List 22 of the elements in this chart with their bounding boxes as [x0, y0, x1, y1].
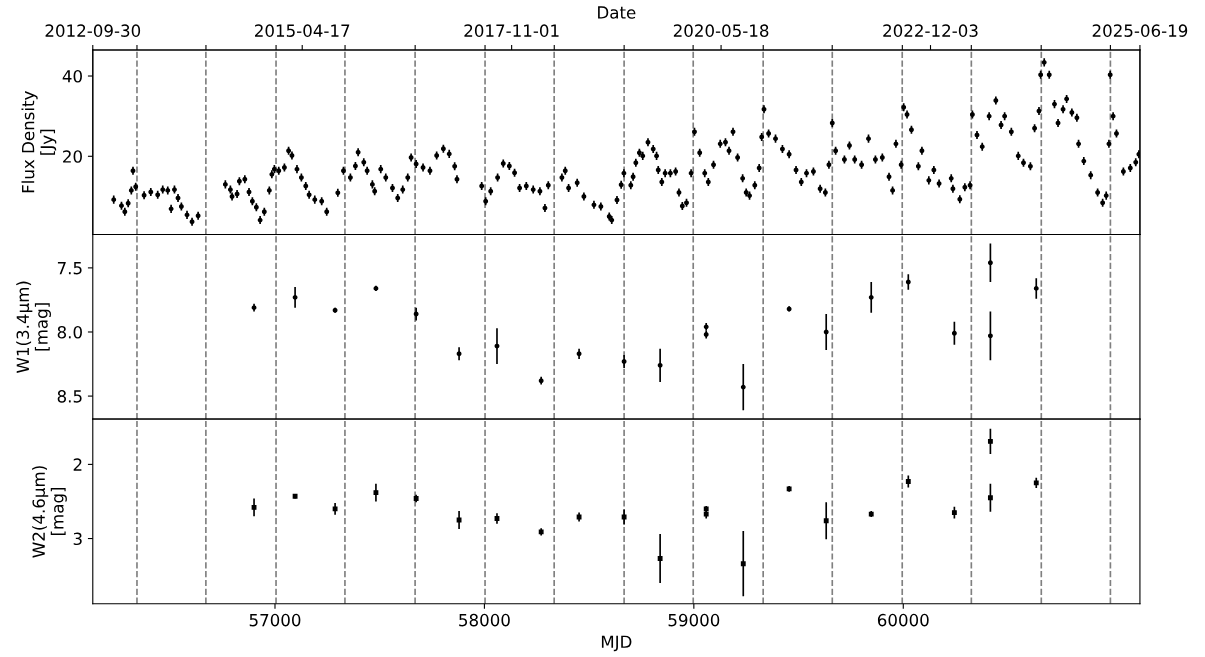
- y-axis-title: W2(4.6μm) [mag]: [32, 466, 67, 558]
- y-tick-label: 3: [73, 532, 82, 546]
- y-axis-title: Flux Density [Jy]: [21, 91, 57, 193]
- x-tick-label: 60000: [877, 613, 929, 627]
- x-axis-title: MJD: [601, 635, 632, 652]
- x2-tick-label: 2015-04-17: [255, 24, 350, 37]
- y-tick-label: 7.5: [57, 262, 82, 275]
- x2-tick-label: 2012-09-30: [45, 24, 141, 37]
- x2-tick-label: 2020-05-18: [673, 24, 769, 37]
- y-tick-label: 8.0: [57, 325, 82, 339]
- x2-tick-label: 2022-12-03: [883, 24, 978, 37]
- x2-tick-label: 2025-06-19: [1092, 24, 1188, 37]
- y-tick-label: 20: [63, 150, 82, 163]
- y-tick-label: 2: [73, 458, 82, 471]
- x-tick-label: 59000: [668, 613, 720, 627]
- y-tick-label: 8.5: [57, 390, 82, 403]
- y-axis-title: W1(3.4μm) [mag]: [16, 281, 51, 374]
- y-tick-label: 40: [62, 69, 82, 83]
- x2-tick-label: 2017-11-01: [464, 24, 559, 37]
- x2-axis-title: Date: [598, 6, 636, 19]
- x-tick-label: 57000: [249, 613, 301, 627]
- x-tick-label: 58000: [459, 613, 510, 627]
